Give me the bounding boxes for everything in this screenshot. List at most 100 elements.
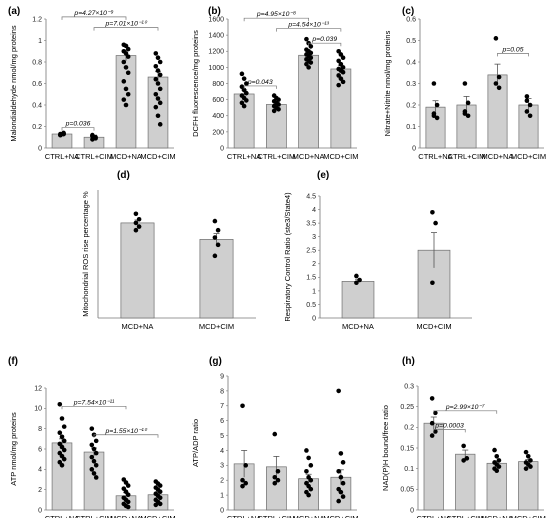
data-point xyxy=(61,438,67,444)
y-tick-label: 0 xyxy=(220,507,224,514)
bar xyxy=(120,222,155,319)
data-point xyxy=(93,475,99,480)
data-point xyxy=(121,97,127,102)
panel-label: (g) xyxy=(209,356,222,367)
data-point xyxy=(272,474,278,480)
x-tick-label: MCD+NA xyxy=(110,514,142,518)
data-point xyxy=(90,133,95,139)
data-point xyxy=(133,211,139,217)
data-point xyxy=(123,43,129,49)
data-point xyxy=(431,81,437,86)
y-tick-label: 4 xyxy=(38,467,42,474)
data-point xyxy=(340,69,346,75)
x-tick-label: MCD+CIM xyxy=(140,514,175,518)
data-point xyxy=(306,455,311,461)
y-tick-label: 8 xyxy=(38,426,42,433)
data-point xyxy=(308,60,314,65)
data-point xyxy=(155,55,161,60)
data-point xyxy=(243,480,249,486)
x-tick-label: CTRL+CIM xyxy=(75,152,113,161)
x-tick-label: CTRL+NA xyxy=(227,152,261,161)
panel-c: (c) 0 0.1 0.2 0.3 0.4 0.5 0.6 Nitrate+Nitrite nm… xyxy=(383,6,546,161)
y-tick-label: 800 xyxy=(212,81,224,88)
y-tick-label: 0.6 xyxy=(406,16,416,23)
y-tick-label: 1600 xyxy=(208,16,224,23)
data-point xyxy=(304,448,309,453)
data-point xyxy=(272,480,278,486)
panel-a: (a) 0 0.2 0.4 0.6 0.8 1 1.2 Malondialdehyde nmol… xyxy=(8,6,176,161)
y-tick-label: 10 xyxy=(34,406,42,413)
data-point xyxy=(276,102,281,107)
data-point xyxy=(89,442,95,448)
x-tick-label: MCD+NA xyxy=(122,322,154,331)
data-point xyxy=(336,73,341,78)
bar xyxy=(199,239,234,319)
y-tick-label: 6 xyxy=(220,418,224,425)
data-point xyxy=(336,48,341,54)
data-point xyxy=(133,220,139,226)
x-tick-label: MCD+NA xyxy=(342,322,374,331)
p-value-annotation: p=7.01×10⁻¹⁰ xyxy=(104,20,147,28)
data-point xyxy=(125,492,131,498)
x-tick-label: MCD+NA xyxy=(482,152,514,161)
data-point xyxy=(239,84,245,90)
data-point xyxy=(338,489,344,495)
data-point xyxy=(336,468,341,474)
data-point xyxy=(153,104,159,110)
p-value-annotation: p=0.039 xyxy=(311,36,337,43)
data-point xyxy=(528,464,533,469)
data-point xyxy=(121,79,127,84)
data-point xyxy=(125,70,131,76)
data-point xyxy=(493,81,499,86)
y-axis-label: ATP/ADP ratio xyxy=(191,419,200,467)
data-point xyxy=(492,447,497,453)
data-point xyxy=(357,277,362,283)
y-tick-label: 1400 xyxy=(208,33,224,40)
significance-bracket xyxy=(433,410,498,414)
p-value-annotation: p=0.0003 xyxy=(434,422,464,429)
p-value-annotation: p=7.54×10⁻¹¹ xyxy=(73,399,115,406)
data-point xyxy=(276,97,281,102)
panel-label: (e) xyxy=(317,170,329,181)
data-point xyxy=(157,495,163,501)
data-point xyxy=(434,115,440,121)
y-tick-label: 0.5 xyxy=(406,38,416,45)
significance-bracket xyxy=(61,405,127,410)
data-point xyxy=(462,111,468,116)
x-tick-label: CTRL+NA xyxy=(418,152,452,161)
data-point xyxy=(157,86,163,92)
panel-label: (a) xyxy=(8,6,20,17)
x-tick-label: MCD+NA xyxy=(293,152,325,161)
data-point xyxy=(275,468,281,474)
data-point xyxy=(240,403,245,409)
y-tick-label: 12 xyxy=(34,385,42,392)
panel-label: (h) xyxy=(402,356,415,367)
x-tick-label: MCD+NA xyxy=(110,152,142,161)
y-tick-label: 1000 xyxy=(208,65,224,72)
significance-bracket xyxy=(243,17,309,22)
x-tick-label: CTRL+CIM xyxy=(75,514,113,518)
y-tick-label: 400 xyxy=(212,113,224,120)
data-point xyxy=(155,96,161,101)
y-tick-label: 0.8 xyxy=(32,59,42,66)
y-tick-label: 4 xyxy=(220,448,224,455)
data-point xyxy=(340,79,346,85)
x-tick-label: CTRL+CIM xyxy=(448,152,486,161)
data-point xyxy=(527,113,533,119)
data-point xyxy=(136,216,142,222)
data-point xyxy=(239,100,245,106)
data-point xyxy=(123,86,129,92)
data-point xyxy=(123,65,129,70)
y-tick-label: 0 xyxy=(312,315,316,322)
x-tick-label: MCD+NA xyxy=(481,514,513,518)
data-point xyxy=(212,218,218,224)
y-axis-label: Mitochondrial ROS rise percentage % xyxy=(81,191,90,317)
data-point xyxy=(59,416,65,421)
significance-bracket xyxy=(243,85,277,89)
data-point xyxy=(308,463,314,468)
data-point xyxy=(59,462,65,468)
p-value-annotation: p=4.27×10⁻⁹ xyxy=(73,10,113,17)
data-point xyxy=(89,454,95,460)
data-point xyxy=(157,501,163,507)
data-point xyxy=(527,102,533,108)
